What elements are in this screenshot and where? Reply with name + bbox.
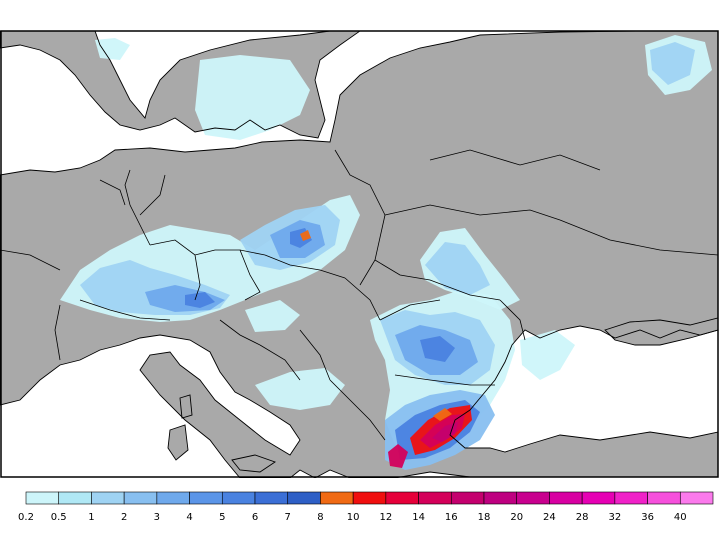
legend-label-0: 0.2: [18, 512, 34, 523]
border-line-7: [374, 259, 501, 301]
legend-label-11: 12: [379, 512, 392, 523]
country-borders: [0, 30, 719, 478]
coastline-4: [167, 424, 189, 461]
precip-area-5: [255, 368, 345, 410]
legend-label-6: 5: [219, 512, 225, 523]
legend-label-16: 24: [543, 512, 556, 523]
legend-label-9: 8: [317, 512, 323, 523]
legend-label-14: 18: [478, 512, 491, 523]
legend-swatch-0: [25, 491, 60, 505]
legend-label-3: 2: [121, 512, 127, 523]
legend-swatch-1: [58, 491, 92, 505]
legend-label-12: 14: [412, 512, 425, 523]
precip-area-6: [195, 55, 310, 140]
legend-swatch-9: [320, 491, 354, 505]
border-line-20: [139, 174, 166, 216]
legend-swatch-4: [156, 491, 190, 505]
legend-swatch-17: [581, 491, 616, 505]
border-line-18: [219, 319, 261, 346]
legend-label-2: 1: [88, 512, 94, 523]
precip-area-7: [95, 38, 130, 60]
map-frame: [0, 30, 719, 478]
precip-area-17: [185, 292, 215, 308]
legend-swatch-7: [254, 491, 289, 505]
legend-swatch-8: [287, 491, 321, 505]
legend-swatch-19: [647, 491, 681, 505]
border-line-3: [239, 249, 261, 301]
border-line-12: [559, 219, 719, 256]
precip-area-4: [245, 300, 300, 332]
legend-tick-labels: 0.2 0.5 1 2 3 4 5 6 7 8 10 12 14 16 18 20 24 28 32 36 40: [18, 512, 687, 523]
legend-swatch-16: [549, 491, 583, 505]
border-line-19: [394, 374, 495, 386]
border-line-15: [299, 329, 331, 381]
legend-swatch-12: [418, 491, 452, 505]
border-line-10: [499, 299, 526, 341]
legend-label-5: 4: [186, 512, 192, 523]
legend-label-18: 32: [608, 512, 621, 523]
legend-label-20: 40: [674, 512, 687, 523]
precip-area-8: [520, 330, 575, 380]
legend-swatch-20: [679, 491, 714, 505]
border-line-11: [429, 149, 601, 171]
legend-label-7: 6: [252, 512, 258, 523]
legend-swatch-11: [385, 491, 419, 505]
border-line-22: [99, 179, 126, 206]
precip-area-12: [425, 242, 490, 295]
legend-swatch-6: [221, 491, 256, 505]
legend-swatch-13: [450, 491, 485, 505]
legend-label-1: 0.5: [51, 512, 67, 523]
legend-swatch-5: [189, 491, 223, 505]
precip-area-27: [300, 230, 311, 241]
legend-label-17: 28: [576, 512, 589, 523]
land-area-4: [168, 425, 188, 460]
coastline-1: [0, 30, 362, 139]
border-line-17: [259, 344, 301, 381]
legend-label-8: 7: [285, 512, 291, 523]
land-area-5: [180, 395, 192, 418]
precipitation-areas: [60, 35, 712, 470]
legend-label-19: 36: [641, 512, 654, 523]
border-line-5: [334, 149, 386, 286]
border-line-2: [194, 254, 201, 301]
legend-swatch-18: [614, 491, 648, 505]
coastline-0: [0, 30, 719, 478]
precip-area-24: [432, 422, 458, 442]
precip-area-19: [420, 336, 455, 362]
border-line-6: [384, 204, 561, 221]
border-line-16: [329, 379, 386, 441]
precip-area-13: [650, 42, 695, 85]
legend-swatch-10: [352, 491, 387, 505]
legend-swatch-14: [483, 491, 518, 505]
border-line-21: [0, 249, 61, 271]
border-line-9: [379, 299, 441, 321]
legend: 0.2 0.5 1 2 3 4 5 6 7 8 10 12 14 16 18 20 24 28 32 36 40: [18, 491, 714, 523]
land-area-2: [605, 318, 718, 345]
border-line-14: [54, 304, 61, 361]
land-area-3: [232, 455, 275, 472]
land-area-0: [0, 31, 718, 478]
border-line-1: [124, 169, 151, 246]
precip-area-25: [388, 444, 408, 468]
precip-area-26: [433, 408, 452, 421]
legend-label-13: 16: [445, 512, 458, 523]
precipitation-map: [0, 30, 719, 478]
coastline-3: [231, 454, 277, 473]
legend-swatch-15: [516, 491, 550, 505]
coastline-5: [179, 394, 193, 419]
legend-swatch-3: [123, 491, 158, 505]
legend-swatch-2: [91, 491, 125, 505]
border-line-13: [79, 299, 171, 321]
legend-label-4: 3: [154, 512, 160, 523]
border-line-0: [149, 239, 266, 256]
border-line-4: [264, 254, 346, 279]
legend-label-15: 20: [510, 512, 523, 523]
legend-label-10: 10: [347, 512, 360, 523]
legend-color-bar: [25, 491, 714, 505]
border-line-8: [344, 277, 381, 321]
